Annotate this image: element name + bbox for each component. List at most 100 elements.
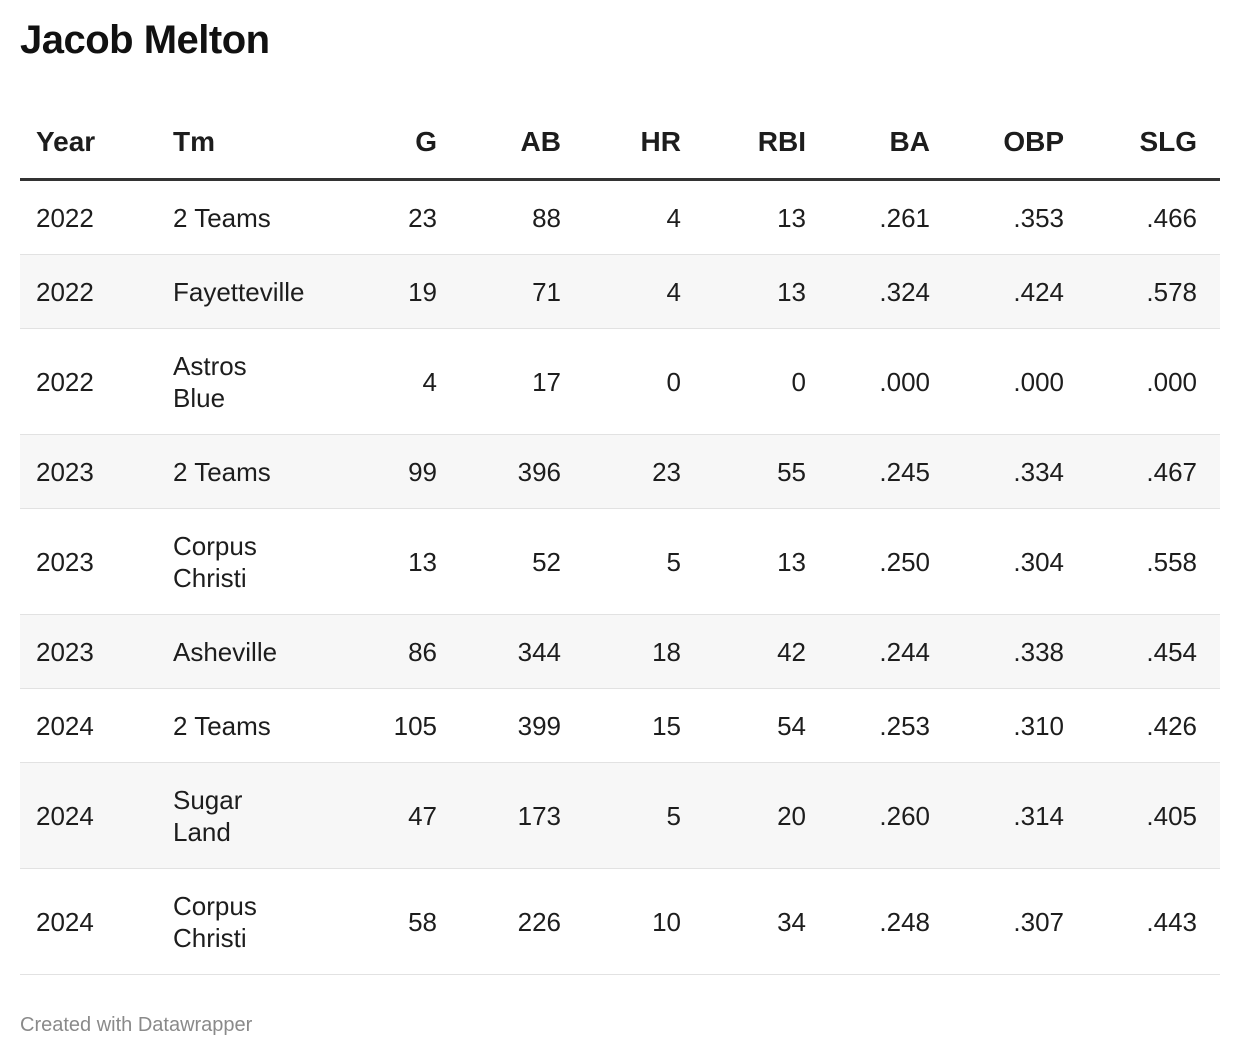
header-cell: Tm xyxy=(157,106,300,181)
table-cell: Fayetteville xyxy=(157,254,305,329)
table-cell: 99 xyxy=(300,434,457,509)
table-cell: 18 xyxy=(581,614,701,689)
table-cell: .000 xyxy=(950,328,1084,435)
table-cell: 15 xyxy=(581,688,701,763)
table-cell: .466 xyxy=(1084,179,1220,255)
table-cell: 23 xyxy=(581,434,701,509)
footer-credit: Created with Datawrapper xyxy=(20,1014,253,1036)
table-cell: .353 xyxy=(950,179,1084,255)
team-name: Sugar Land xyxy=(173,784,243,847)
stats-table: Year Tm G AB HR RBI BA OBP SLG 2022 2 Tea… xyxy=(20,106,1220,975)
table-cell: .405 xyxy=(1084,762,1220,869)
table-cell: 10 xyxy=(581,868,701,975)
table-cell: 47 xyxy=(300,762,457,869)
table-cell: Corpus Christi xyxy=(157,868,300,975)
header-cell: SLG xyxy=(1084,106,1220,181)
table-cell: 52 xyxy=(457,508,581,615)
table-cell: .578 xyxy=(1084,254,1220,329)
table-cell: .324 xyxy=(826,254,950,329)
table-header: Year Tm G AB HR RBI BA OBP SLG xyxy=(20,106,1220,181)
table-cell: 2023 xyxy=(20,508,157,615)
table-cell: .248 xyxy=(826,868,950,975)
team-name: Corpus Christi xyxy=(173,530,257,593)
table-cell: .454 xyxy=(1084,614,1220,689)
table-cell: 20 xyxy=(701,762,826,869)
table-cell: 173 xyxy=(457,762,581,869)
table-cell: .467 xyxy=(1084,434,1220,509)
table-cell: .338 xyxy=(950,614,1084,689)
title: Jacob Melton xyxy=(20,18,270,62)
table-cell: 0 xyxy=(701,328,826,435)
table-cell: 2024 xyxy=(20,762,157,869)
table-cell: 13 xyxy=(701,254,826,329)
table-cell: .253 xyxy=(826,688,950,763)
table-cell: .260 xyxy=(826,762,950,869)
table-cell: 54 xyxy=(701,688,826,763)
table-cell: Sugar Land xyxy=(157,762,300,869)
table-row: 2022 Astros Blue 4 17 0 0.000.000.000 xyxy=(20,328,1220,435)
table-cell: .000 xyxy=(1084,328,1220,435)
table-cell: .307 xyxy=(950,868,1084,975)
header-cell: BA xyxy=(826,106,950,181)
table-cell: .426 xyxy=(1084,688,1220,763)
header-cell: AB xyxy=(457,106,581,181)
header-row: Year Tm G AB HR RBI BA OBP SLG xyxy=(20,106,1220,181)
table-cell: 105 xyxy=(300,688,457,763)
table-cell: 2022 xyxy=(20,328,157,435)
table-cell: 396 xyxy=(457,434,581,509)
team-name: Corpus Christi xyxy=(173,890,257,953)
header-cell: RBI xyxy=(701,106,826,181)
table-cell: 4 xyxy=(581,254,701,329)
table-cell: 226 xyxy=(457,868,581,975)
table-row: 2023 Corpus Christi 13 52 5 13.250.304.558 xyxy=(20,508,1220,615)
table-cell: .244 xyxy=(826,614,950,689)
table-cell: 2022 xyxy=(20,254,157,329)
table-cell: 4 xyxy=(300,328,457,435)
table-cell: 88 xyxy=(457,179,581,255)
table-row: 2023 Asheville 86 344 18 42.244.338.454 xyxy=(20,614,1220,689)
table-cell: .261 xyxy=(826,179,950,255)
table-cell: 399 xyxy=(457,688,581,763)
table-cell: Astros Blue xyxy=(157,328,300,435)
table-cell: Corpus Christi xyxy=(157,508,300,615)
table-cell: 2 Teams xyxy=(157,179,300,255)
table-row: 2023 2 Teams 99 396 23 55.245.334.467 xyxy=(20,434,1220,509)
header-cell: HR xyxy=(581,106,701,181)
table-cell: 4 xyxy=(581,179,701,255)
table-cell: 2 Teams xyxy=(157,434,300,509)
table-cell: .314 xyxy=(950,762,1084,869)
table-cell: 2023 xyxy=(20,614,157,689)
table-cell: 5 xyxy=(581,508,701,615)
table-cell: 55 xyxy=(701,434,826,509)
table-body: 2022 2 Teams 23 88 4 13.261.353.466 2022 Fayett… xyxy=(20,179,1220,975)
table-row: 2022 2 Teams 23 88 4 13.261.353.466 xyxy=(20,179,1220,255)
table-cell: 42 xyxy=(701,614,826,689)
table-row: 2024 2 Teams 105 399 15 54.253.310.426 xyxy=(20,688,1220,763)
table-cell: .310 xyxy=(950,688,1084,763)
table-cell: 13 xyxy=(300,508,457,615)
table-cell: Asheville xyxy=(157,614,300,689)
table-cell: 2023 xyxy=(20,434,157,509)
table-cell: 2024 xyxy=(20,868,157,975)
table-cell: .334 xyxy=(950,434,1084,509)
header-cell: OBP xyxy=(950,106,1084,181)
table-cell: .558 xyxy=(1084,508,1220,615)
table-cell: .304 xyxy=(950,508,1084,615)
team-name: Astros Blue xyxy=(173,350,247,413)
table-cell: 2024 xyxy=(20,688,157,763)
table-cell: 13 xyxy=(701,179,826,255)
table-cell: .000 xyxy=(826,328,950,435)
table-cell: 58 xyxy=(300,868,457,975)
table-cell: .424 xyxy=(950,254,1084,329)
table-cell: 2 Teams xyxy=(157,688,300,763)
header-cell: G xyxy=(300,106,457,181)
table-cell: .443 xyxy=(1084,868,1220,975)
table-cell: 34 xyxy=(701,868,826,975)
table-cell: 19 xyxy=(300,254,457,329)
table-cell: 0 xyxy=(581,328,701,435)
table-cell: 344 xyxy=(457,614,581,689)
table-cell: .250 xyxy=(826,508,950,615)
table-cell: 23 xyxy=(300,179,457,255)
